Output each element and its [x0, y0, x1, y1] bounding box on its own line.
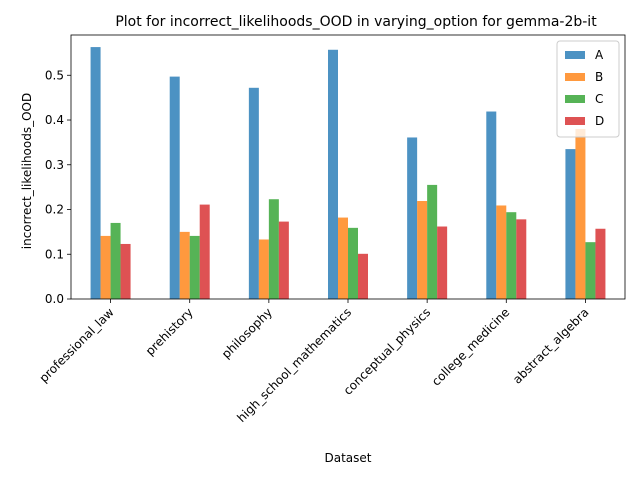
bar-D-conceptual_physics — [437, 226, 448, 299]
bar-B-high_school_mathematics — [338, 217, 348, 299]
bar-A-philosophy — [248, 87, 259, 299]
bar-D-college_medicine — [516, 219, 527, 299]
bar-B-abstract_algebra — [575, 128, 586, 299]
bars-group — [90, 47, 606, 300]
bar-D-abstract_algebra — [595, 228, 606, 299]
bar-C-conceptual_physics — [427, 184, 438, 299]
bar-A-high_school_mathematics — [328, 49, 338, 299]
bar-A-college_medicine — [486, 111, 497, 300]
legend-swatch-D — [565, 117, 585, 125]
legend-label-D: D — [595, 114, 604, 128]
x-tick-label: philosophy — [219, 305, 275, 361]
x-tick-label: college_medicine — [429, 305, 512, 388]
y-tick-label: 0.2 — [45, 203, 64, 217]
bar-C-abstract_algebra — [585, 242, 596, 299]
y-tick-label: 0.3 — [45, 158, 64, 172]
x-axis-label: Dataset — [325, 451, 372, 465]
legend-label-C: C — [595, 92, 603, 106]
bar-D-high_school_mathematics — [358, 253, 368, 299]
x-tick-label: abstract_algebra — [510, 305, 591, 386]
bar-B-philosophy — [258, 239, 269, 299]
legend-swatch-A — [565, 51, 585, 59]
bar-C-prehistory — [189, 235, 200, 299]
bar-C-college_medicine — [506, 212, 517, 299]
bar-D-philosophy — [278, 221, 289, 299]
bar-C-philosophy — [268, 199, 279, 299]
bar-C-high_school_mathematics — [348, 227, 358, 299]
bar-B-prehistory — [179, 231, 190, 299]
y-tick-label: 0.0 — [45, 292, 64, 306]
bar-A-conceptual_physics — [407, 137, 418, 299]
legend-swatch-B — [565, 73, 585, 81]
bar-D-prehistory — [199, 204, 210, 299]
chart-title: Plot for incorrect_likelihoods_OOD in va… — [115, 14, 597, 30]
bar-C-professional_law — [110, 222, 121, 299]
x-tick-label: professional_law — [37, 305, 117, 385]
bar-A-professional_law — [90, 47, 101, 299]
legend-frame — [556, 40, 620, 138]
y-tick-label: 0.4 — [45, 113, 64, 127]
bar-D-professional_law — [120, 243, 131, 299]
x-tick-label: prehistory — [143, 305, 196, 358]
y-tick-label: 0.1 — [45, 247, 64, 261]
legend-swatch-C — [565, 95, 585, 103]
bar-B-college_medicine — [496, 205, 507, 299]
bar-B-professional_law — [100, 235, 111, 299]
bar-A-prehistory — [169, 76, 180, 299]
legend-label-A: A — [595, 48, 604, 62]
bar-A-abstract_algebra — [565, 149, 576, 299]
x-tick-label: conceptual_physics — [341, 305, 434, 398]
y-axis-label: incorrect_likelihoods_OOD — [20, 93, 34, 250]
bar-B-conceptual_physics — [417, 201, 428, 299]
legend-label-B: B — [595, 70, 603, 84]
y-tick-label: 0.5 — [45, 68, 64, 82]
